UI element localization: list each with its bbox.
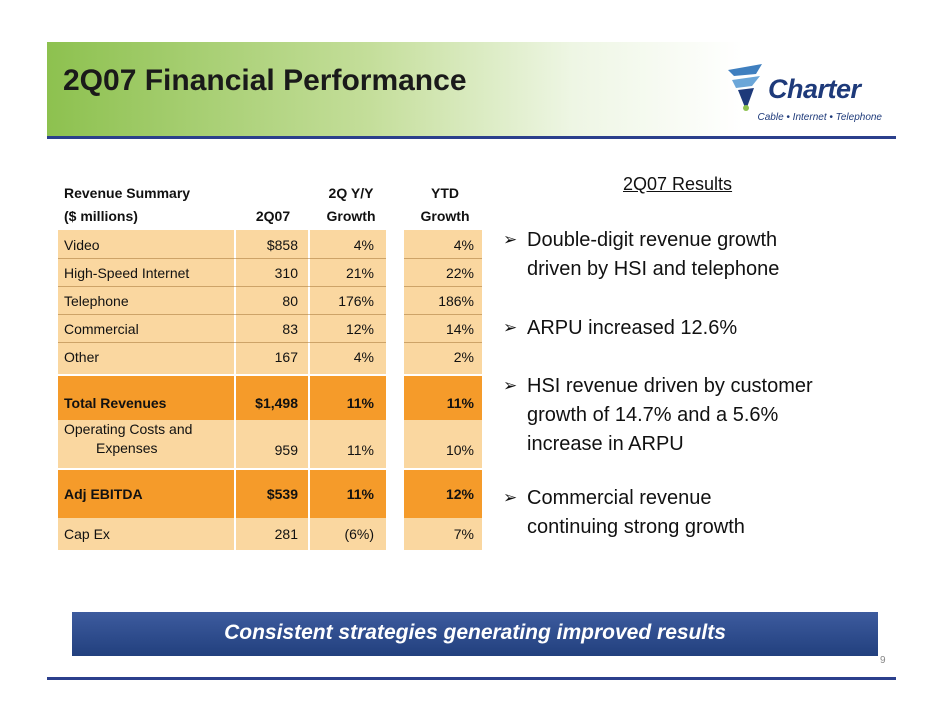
header-yoy-line2: Growth (326, 208, 376, 224)
row-line (58, 314, 386, 315)
row-ytd-adj-ebitda: 12% (445, 486, 474, 502)
slide-title: 2Q07 Financial Performance (63, 64, 467, 97)
results-title: 2Q07 Results (623, 174, 733, 194)
row-ytd-opex: 10% (445, 442, 474, 458)
logo-wordmark: Charter (768, 74, 861, 104)
header-label-line2: ($ millions) (64, 208, 138, 224)
col-sep-2 (308, 230, 310, 550)
bullet-text: ARPU increased 12.6% (527, 317, 738, 339)
bullet-text: continuing strong growth (527, 516, 745, 538)
row-yoy-telephone: 176% (338, 293, 374, 309)
row-value-video: $858 (266, 237, 298, 253)
row-yoy-other: 4% (353, 349, 374, 365)
row-value-opex: 959 (274, 442, 298, 458)
band-total-ytd (404, 376, 482, 420)
row-yoy-total-revenues: 11% (346, 395, 374, 411)
row-value-telephone: 80 (282, 293, 298, 309)
band-revenue-left (58, 230, 386, 374)
row-label-capex: Cap Ex (64, 526, 110, 542)
charter-swirl-icon (728, 64, 762, 111)
row-value-commercial: 83 (282, 321, 298, 337)
row-ytd-hsi: 22% (445, 265, 474, 281)
row-label-telephone: Telephone (64, 293, 129, 309)
row-yoy-video: 4% (353, 237, 374, 253)
row-yoy-capex: (6%) (344, 526, 374, 542)
row-ytd-capex: 7% (453, 526, 474, 542)
row-value-total-revenues: $1,498 (255, 395, 298, 411)
row-line (404, 314, 482, 315)
row-yoy-adj-ebitda: 11% (346, 486, 374, 502)
header-label-line1: Revenue Summary (64, 185, 191, 201)
row-yoy-hsi: 21% (345, 265, 374, 281)
row-line (404, 258, 482, 259)
row-ytd-total-revenues: 11% (446, 395, 474, 411)
band-opex-left (58, 420, 386, 468)
row-ytd-video: 4% (453, 237, 474, 253)
row-ytd-commercial: 14% (445, 321, 474, 337)
row-line (58, 258, 386, 259)
row-line (404, 286, 482, 287)
row-ytd-other: 2% (453, 349, 474, 365)
band-total-left (58, 376, 386, 420)
row-value-other: 167 (274, 349, 298, 365)
row-value-hsi: 310 (274, 265, 298, 281)
row-label-adj-ebitda: Adj EBITDA (64, 486, 143, 502)
title-bar (47, 42, 896, 136)
band-opex-ytd (404, 420, 482, 468)
summary-banner: Consistent strategies generating improve… (72, 612, 878, 656)
row-value-adj-ebitda: $539 (266, 486, 298, 502)
bullet-text: HSI revenue driven by customer (527, 375, 813, 397)
bullet-text: driven by HSI and telephone (527, 258, 780, 280)
band-capex-left (58, 518, 386, 550)
row-value-capex: 281 (274, 526, 298, 542)
row-label-commercial: Commercial (64, 321, 139, 337)
header-ytd-line1: YTD (431, 185, 459, 201)
arrow-bullet-icon: ➢ (503, 376, 518, 395)
row-line (58, 286, 386, 287)
footer-divider (47, 677, 896, 680)
row-label-opex-line2: Expenses (96, 440, 158, 456)
row-ytd-telephone: 186% (438, 293, 474, 309)
bullet-text: Commercial revenue (527, 487, 712, 509)
band-revenue-ytd (404, 230, 482, 374)
row-yoy-commercial: 12% (345, 321, 374, 337)
row-label-hsi: High-Speed Internet (64, 265, 190, 281)
row-line (404, 342, 482, 343)
charter-logo: Charter Cable • Internet • Telephone (722, 60, 892, 130)
banner-text: Consistent strategies generating improve… (224, 621, 726, 644)
bullet-text: increase in ARPU (527, 433, 684, 455)
row-label-other: Other (64, 349, 100, 365)
row-label-total-revenues: Total Revenues (64, 395, 167, 411)
header-ytd-line2: Growth (420, 208, 470, 224)
row-label-opex-line1: Operating Costs and (64, 421, 193, 437)
page-number: 9 (880, 655, 886, 666)
row-label-video: Video (64, 237, 100, 253)
logo-tagline: Cable • Internet • Telephone (757, 112, 883, 123)
band-ebitda-ytd (404, 470, 482, 518)
revenue-summary-table: Revenue Summary ($ millions) 2Q07 2Q Y/Y… (58, 180, 482, 550)
bullet-text: growth of 14.7% and a 5.6% (527, 404, 779, 426)
title-divider (47, 136, 896, 139)
arrow-bullet-icon: ➢ (503, 318, 518, 337)
header-yoy-line1: 2Q Y/Y (328, 185, 374, 201)
arrow-bullet-icon: ➢ (503, 488, 518, 507)
band-ebitda-left (58, 470, 386, 518)
bullet-text: Double-digit revenue growth (527, 229, 778, 251)
row-line (58, 342, 386, 343)
header-2q07: 2Q07 (255, 208, 291, 224)
col-sep-1 (234, 230, 236, 550)
arrow-bullet-icon: ➢ (503, 230, 518, 249)
band-capex-ytd (404, 518, 482, 550)
row-yoy-opex: 11% (347, 442, 374, 458)
